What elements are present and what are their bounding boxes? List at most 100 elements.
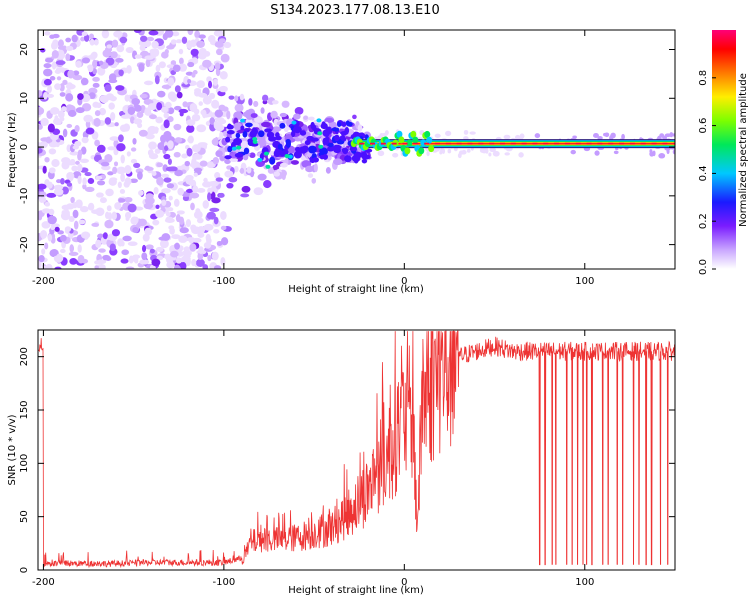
heatmap-cell xyxy=(80,146,87,155)
heatmap-cell xyxy=(143,80,154,86)
heatmap-cell xyxy=(235,132,241,139)
heatmap-cell xyxy=(144,227,152,236)
heatmap-cell xyxy=(151,258,161,267)
heatmap-cell xyxy=(301,145,309,152)
snr-background xyxy=(38,330,675,570)
heatmap-cell xyxy=(104,153,113,163)
heatmap-cell xyxy=(40,47,46,53)
heatmap-cell xyxy=(64,226,72,232)
heatmap-cell xyxy=(258,130,265,138)
heatmap-cell xyxy=(158,236,168,241)
heatmap-cell xyxy=(519,133,525,139)
heatmap-cell xyxy=(613,150,619,155)
heatmap-cell xyxy=(41,208,51,214)
heatmap-cell xyxy=(199,47,207,55)
heatmap-cell xyxy=(114,202,122,210)
signal-core xyxy=(456,142,462,145)
heatmap-cell xyxy=(134,54,143,59)
heatmap-cell xyxy=(43,91,48,100)
heatmap-cell xyxy=(120,240,125,247)
heatmap-cell xyxy=(171,31,180,37)
heatmap-cell xyxy=(151,171,157,177)
heatmap-cell xyxy=(87,202,95,211)
heatmap-cell xyxy=(202,200,209,209)
heatmap-cell xyxy=(43,68,53,77)
heatmap-cell xyxy=(445,130,452,137)
heatmap-cell xyxy=(174,137,183,143)
heatmap-cell xyxy=(224,158,231,165)
heatmap-cell xyxy=(359,152,368,157)
heatmap-cell xyxy=(74,124,80,133)
heatmap-cell xyxy=(193,172,198,177)
heatmap-cell xyxy=(293,150,302,159)
heatmap-cell xyxy=(190,202,195,211)
heatmap-cell xyxy=(214,136,219,146)
heatmap-cell xyxy=(82,183,87,190)
heatmap-cell xyxy=(308,116,315,121)
heatmap-cell xyxy=(173,123,182,131)
heatmap-cell xyxy=(234,152,244,158)
heatmap-cell xyxy=(179,216,185,226)
heatmap-cell xyxy=(267,167,274,174)
heatmap-cell xyxy=(199,160,208,167)
heatmap-cell xyxy=(165,216,174,223)
spectrogram-xtick-label: 0 xyxy=(401,276,407,287)
signal-core xyxy=(532,142,538,145)
heatmap-cell xyxy=(234,165,239,173)
heatmap-cell xyxy=(212,157,220,165)
heatmap-cell xyxy=(659,133,665,138)
heatmap-cell xyxy=(246,166,252,174)
spectrogram-frame xyxy=(37,29,676,270)
heatmap-cell xyxy=(57,39,64,48)
heatmap-cell xyxy=(187,78,192,84)
heatmap-cell xyxy=(156,162,164,168)
heatmap-cell xyxy=(51,142,59,147)
snr-ytick-label: 0 xyxy=(19,567,30,573)
heatmap-cell xyxy=(38,261,42,269)
heatmap-cell xyxy=(192,153,203,160)
heatmap-cell xyxy=(107,95,117,101)
heatmap-cell xyxy=(202,59,212,68)
spectrogram-xtick-label: -100 xyxy=(213,276,236,287)
heatmap-cell xyxy=(318,144,324,149)
heatmap-cell xyxy=(139,44,146,51)
heatmap-cell xyxy=(167,158,172,165)
heatmap-cell xyxy=(284,154,290,159)
heatmap-cell xyxy=(209,207,220,213)
heatmap-cell xyxy=(131,97,141,106)
heatmap-cell xyxy=(102,232,108,240)
heatmap-cell xyxy=(489,147,496,153)
heatmap-cell xyxy=(203,223,214,231)
heatmap-cell xyxy=(61,157,71,164)
colorbar-tick-label: 0.0 xyxy=(698,259,709,275)
heatmap-cell xyxy=(234,103,244,112)
heatmap-cell xyxy=(178,57,184,65)
heatmap-cell xyxy=(115,57,124,63)
heatmap-cell xyxy=(281,172,286,181)
heatmap-cell xyxy=(163,153,171,160)
heatmap-cell xyxy=(44,242,49,250)
heatmap-cell xyxy=(212,78,218,86)
heatmap-cell xyxy=(270,110,278,119)
heatmap-cell xyxy=(316,118,322,123)
heatmap-cell xyxy=(174,242,180,250)
heatmap-cell xyxy=(182,249,192,257)
heatmap-cell xyxy=(93,39,99,46)
heatmap-cell xyxy=(201,109,207,119)
heatmap-cell xyxy=(186,188,194,193)
heatmap-cell xyxy=(292,125,302,134)
heatmap-cell xyxy=(159,239,169,249)
heatmap-cell xyxy=(81,31,88,37)
heatmap-cell xyxy=(44,31,51,36)
heatmap-cell xyxy=(140,35,148,42)
heatmap-cell xyxy=(65,93,74,102)
heatmap-cell xyxy=(203,241,212,249)
heatmap-cell xyxy=(178,63,188,72)
heatmap-cell xyxy=(252,136,258,141)
heatmap-cell xyxy=(106,205,112,212)
heatmap-cell xyxy=(379,133,385,139)
heatmap-cell xyxy=(293,113,301,120)
snr-xtick-label: 100 xyxy=(575,577,594,588)
heatmap-cell xyxy=(94,265,100,269)
heatmap-cell xyxy=(229,157,239,163)
